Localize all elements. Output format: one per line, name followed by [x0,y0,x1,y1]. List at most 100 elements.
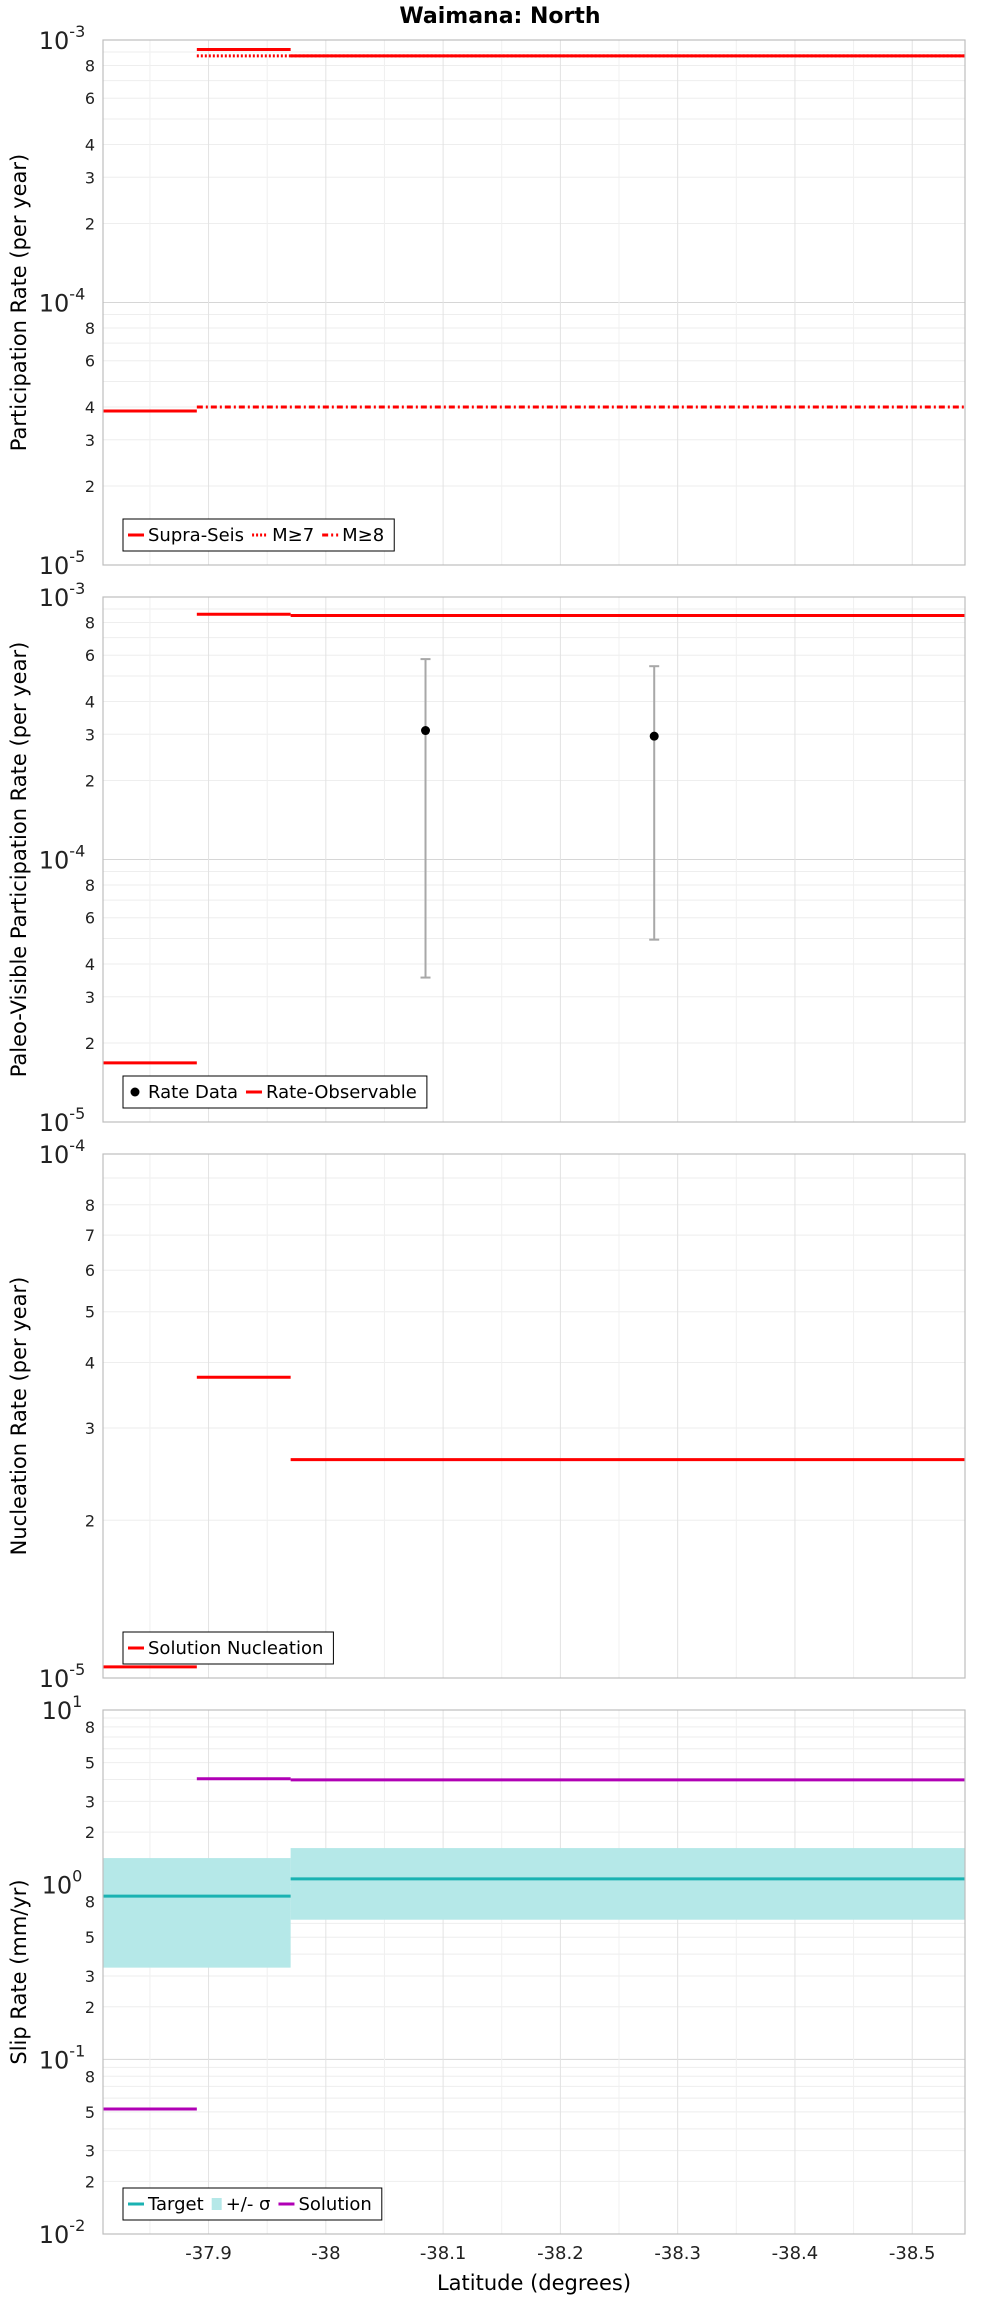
y-tick-label: 3 [85,988,95,1007]
y-tick-label: 2 [85,1034,95,1053]
legend: Supra-Seis M≥7 M≥8 [122,518,395,552]
plot-area [103,1710,965,2234]
y-axis-label: Paleo-Visible Participation Rate (per ye… [7,642,31,1078]
y-tick-label: 4 [85,1354,95,1373]
y-tick-label: 5 [85,2103,95,2122]
series-rate-observable [103,612,965,1065]
x-tick-label: -38.1 [420,2243,467,2264]
series-solution [103,1777,965,2111]
legend-label: +/- σ [226,2194,271,2215]
y-tick-label: 8 [85,319,95,338]
y-tick-label: 10-3 [39,579,86,612]
y-tick-label: 2 [85,1511,95,1530]
legend-entry: M≥7 [252,525,314,546]
y-tick-label: 2 [85,214,95,233]
legend-label: Rate Data [148,1082,238,1103]
legend-entry: Supra-Seis [128,525,244,546]
y-axis-label: Slip Rate (mm/yr) [7,1879,31,2064]
x-tick-label: -38.3 [654,2243,701,2264]
y-tick-label: 2 [85,2172,95,2191]
y-tick-label: 8 [85,1718,95,1737]
y-tick-label: 3 [85,1967,95,1986]
y-tick-label: 3 [85,1419,95,1438]
y-tick-label: 3 [85,2142,95,2161]
legend-box [122,2187,383,2221]
y-axis-label: Participation Rate (per year) [7,154,31,451]
plot-border [102,1709,966,2235]
legend-label: Target [147,2194,204,2215]
y-tick-label: 5 [85,1754,95,1773]
chart-title: Waimana: North [399,4,600,29]
plot-border [102,39,966,566]
legend-entry: Solution Nucleation [128,1638,323,1659]
y-tick-label: 10-4 [39,285,86,318]
legend-box [122,1631,334,1665]
y-tick-label: 10-5 [39,547,86,580]
panel-nucleation: 10-4 8 7 6 5 4 3 2 10-5 Nucleation Rate (per year… [7,1136,966,1693]
y-tick-label: 100 [42,1867,83,1900]
y-tick-label: 5 [85,1303,95,1322]
plot-border [102,596,966,1123]
y-tick-label: 6 [85,352,95,371]
x-tick-label: -38.2 [537,2243,584,2264]
legend-swatch [211,2198,222,2210]
legend: Rate Data Rate-Observable [122,1075,428,1109]
y-tick-label: 4 [85,955,95,974]
y-tick-label: 2 [85,771,95,790]
rate-data-marker [421,726,431,736]
y-tick-label: 10-5 [39,1104,86,1137]
y-tick-label: 4 [85,398,95,417]
legend-marker [130,1087,140,1097]
series-target [103,1877,965,1898]
legend-entry: M≥8 [322,525,384,546]
legend-label: Supra-Seis [148,525,244,546]
sigma-band [103,1858,291,1968]
x-tick-label: -38.4 [772,2243,819,2264]
rate-data-marker [649,731,659,741]
y-tick-label: 10-4 [39,1136,86,1169]
x-tick-label: -38 [311,2243,340,2264]
legend-label: M≥7 [272,525,314,546]
legend-entry: Solution [278,2194,372,2215]
legend-label: Rate-Observable [266,1082,417,1103]
y-tick-label: 10-1 [39,2041,86,2074]
y-tick-label: 6 [85,909,95,928]
y-tick-label: 6 [85,646,95,665]
y-tick-label: 4 [85,135,95,154]
x-axis-label: Latitude (degrees) [437,2271,631,2295]
legend-label: Solution Nucleation [148,1638,323,1659]
y-tick-label: 10-4 [39,842,86,875]
y-tick-label: 2 [85,1823,95,1842]
y-tick-label: 10-5 [39,1660,86,1693]
x-axis: -37.9 -38 -38.1 -38.2 -38.3 -38.4 -38.5 [185,2243,935,2264]
x-tick-label: -38.5 [889,2243,936,2264]
y-tick-label: 5 [85,1928,95,1947]
legend-label: Solution [298,2194,371,2215]
legend-box [122,518,395,552]
series-solution-nucleation [103,1375,965,1669]
legend: Target +/- σ Solution [122,2187,383,2221]
y-tick-label: 8 [85,876,95,895]
y-tick-label: 3 [85,431,95,450]
y-tick-label: 2 [85,1998,95,2017]
y-tick-label: 8 [85,1196,95,1215]
y-tick-label: 8 [85,1893,95,1912]
legend: Solution Nucleation [122,1631,334,1665]
rate-data-point [420,658,431,979]
plot-border [102,1153,966,1679]
legend-box [122,1075,428,1109]
y-tick-label: 3 [85,725,95,744]
y-tick-label: 8 [85,2067,95,2086]
y-tick-label: 10-3 [39,22,86,55]
y-tick-label: 8 [85,613,95,632]
legend-entry: +/- σ [211,2194,271,2215]
legend-entry: Rate-Observable [245,1082,417,1103]
y-tick-label: 6 [85,1261,95,1280]
y-axis-label: Nucleation Rate (per year) [7,1277,31,1556]
rate-data-point [649,665,660,941]
